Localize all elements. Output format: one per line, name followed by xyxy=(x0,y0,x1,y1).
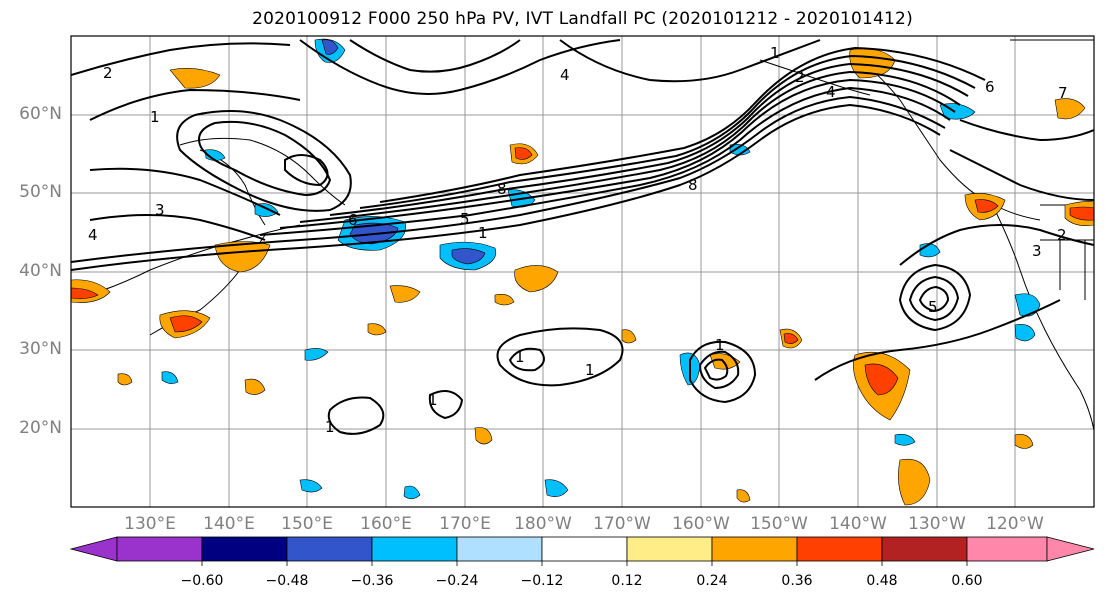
colorbar-segment xyxy=(966,536,1048,562)
positive-anomaly-fills xyxy=(71,48,1094,506)
lon-label: 130°W xyxy=(908,514,966,534)
map-border xyxy=(70,35,1095,508)
contour-label: 4 xyxy=(560,66,570,84)
colorbar-segment xyxy=(371,536,458,562)
colorbar-segment xyxy=(201,536,288,562)
lat-label: 30°N xyxy=(19,339,62,359)
map-title: 2020100912 F000 250 hPa PV, IVT Landfall… xyxy=(252,9,913,29)
colorbar xyxy=(69,536,1095,566)
colorbar-segment xyxy=(796,536,883,562)
contour-label: 1 xyxy=(770,44,780,62)
colorbar-tick-label: 0.48 xyxy=(866,573,898,589)
lon-label: 160°W xyxy=(672,514,730,534)
contour-label: 7 xyxy=(1058,84,1068,102)
colorbar-tick-label: 0.24 xyxy=(696,573,728,589)
contour-label: 6 xyxy=(985,78,995,96)
colorbar-tick-label: 0.60 xyxy=(951,573,983,589)
contour-label: 4 xyxy=(88,226,98,244)
lon-label: 140°W xyxy=(829,514,887,534)
lon-label: 150°E xyxy=(281,514,333,534)
contour-label: 5 xyxy=(460,210,470,228)
colorbar-tick-label: −0.12 xyxy=(520,573,564,589)
lat-label: 50°N xyxy=(19,182,62,202)
colorbar-low-extension xyxy=(69,536,118,562)
colorbar-tick-label: −0.60 xyxy=(180,573,224,589)
lon-label: 180°W xyxy=(514,514,572,534)
pv-contours xyxy=(71,39,1094,435)
contour-label: 1 xyxy=(325,418,335,436)
colorbar-tick-label: −0.36 xyxy=(350,573,394,589)
contour-label: 6 xyxy=(348,211,358,229)
contour-label: 1 xyxy=(150,108,160,126)
contour-label: 2 xyxy=(103,64,113,82)
lon-label: 170°E xyxy=(439,514,491,534)
colorbar-tick-label: 0.12 xyxy=(611,573,643,589)
contour-label: 2 xyxy=(795,68,805,86)
lon-label: 140°E xyxy=(203,514,255,534)
colorbar-tick-label: −0.24 xyxy=(435,573,479,589)
lon-label: 120°W xyxy=(986,514,1044,534)
colorbar-segment xyxy=(626,536,713,562)
colorbar-segment xyxy=(541,536,628,562)
contour-label: 8 xyxy=(497,180,507,198)
colorbar-segment xyxy=(711,536,798,562)
lon-label: 130°E xyxy=(124,514,176,534)
lon-label: 160°E xyxy=(360,514,412,534)
contour-label: 4 xyxy=(826,83,836,101)
contour-label: 5 xyxy=(928,298,938,316)
contour-label: 1 xyxy=(715,336,725,354)
colorbar-tick-label: −0.48 xyxy=(265,573,309,589)
lat-label: 60°N xyxy=(19,104,62,124)
contour-label: 8 xyxy=(688,176,698,194)
lon-label: 170°W xyxy=(593,514,651,534)
colorbar-segment xyxy=(116,536,203,562)
contour-label: 1 xyxy=(478,224,488,242)
contour-label: 3 xyxy=(1032,242,1042,260)
lat-label: 20°N xyxy=(19,418,62,438)
colorbar-tick-label: 0.36 xyxy=(781,573,813,589)
colorbar-segment xyxy=(456,536,543,562)
contour-label: 2 xyxy=(1057,226,1067,244)
contour-label: 1 xyxy=(428,391,438,409)
contour-label: 1 xyxy=(515,348,525,366)
contour-label: 1 xyxy=(585,361,595,379)
colorbar-high-extension xyxy=(1046,536,1095,562)
contour-label: 3 xyxy=(155,201,165,219)
lon-label: 150°W xyxy=(750,514,808,534)
colorbar-segment xyxy=(286,536,373,562)
contour-labels: 2 1 3 4 6 5 8 1 8 1 2 4 6 1 1 1 1 1 5 3 … xyxy=(88,44,1068,436)
lat-label: 40°N xyxy=(19,261,62,281)
colorbar-segment xyxy=(881,536,968,562)
